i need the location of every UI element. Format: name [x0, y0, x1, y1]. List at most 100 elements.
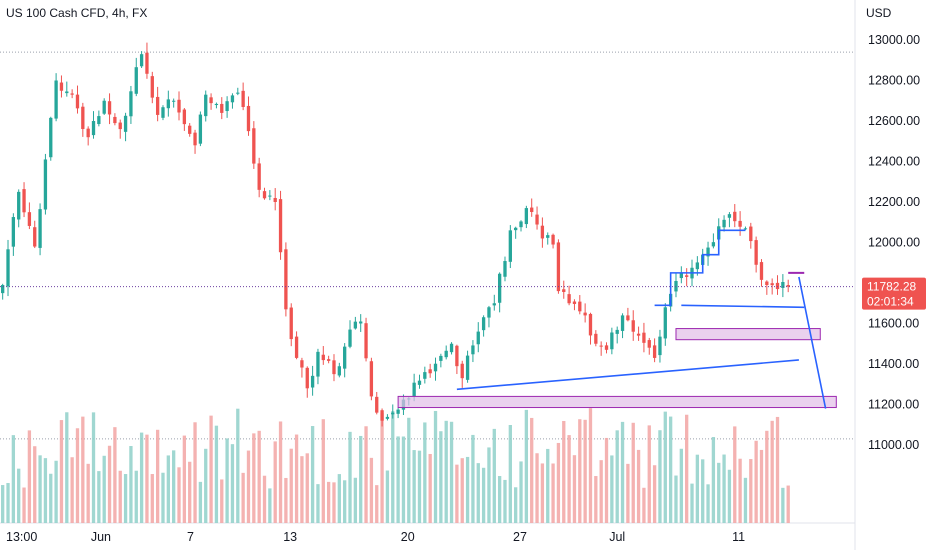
neckline[interactable]	[681, 304, 805, 309]
candle-body[interactable]	[268, 195, 272, 197]
candle-body[interactable]	[610, 332, 614, 350]
candle-body[interactable]	[332, 360, 336, 375]
candle-body[interactable]	[262, 191, 267, 199]
candle-body[interactable]	[652, 345, 657, 358]
candle-body[interactable]	[337, 366, 341, 376]
candle-body[interactable]	[770, 283, 774, 286]
candle-body[interactable]	[166, 99, 170, 109]
candle-body[interactable]	[540, 225, 545, 239]
candle-body[interactable]	[321, 354, 325, 361]
step-line[interactable]	[654, 229, 746, 307]
candle-body[interactable]	[743, 228, 748, 230]
candle-body[interactable]	[663, 307, 667, 339]
candle-body[interactable]	[294, 336, 299, 358]
candle-body[interactable]	[578, 301, 582, 312]
candle-body[interactable]	[139, 54, 144, 67]
candle-body[interactable]	[749, 226, 753, 242]
candle-body[interactable]	[33, 227, 37, 247]
candle-body[interactable]	[658, 336, 662, 356]
candle-body[interactable]	[679, 273, 683, 279]
candle-body[interactable]	[615, 329, 619, 334]
candle-body[interactable]	[754, 240, 758, 265]
candle-body[interactable]	[546, 235, 550, 238]
candle-body[interactable]	[310, 375, 315, 388]
candle-body[interactable]	[17, 191, 21, 220]
candle-body[interactable]	[150, 76, 154, 98]
candle-body[interactable]	[636, 333, 641, 336]
candle-body[interactable]	[455, 345, 459, 367]
candle-body[interactable]	[685, 275, 689, 277]
candle-body[interactable]	[594, 333, 598, 344]
candle-body[interactable]	[326, 359, 331, 361]
candle-body[interactable]	[556, 242, 561, 292]
candle-body[interactable]	[588, 313, 593, 336]
candle-body[interactable]	[246, 105, 251, 132]
candle-body[interactable]	[129, 91, 133, 117]
candle-body[interactable]	[711, 242, 716, 247]
candle-body[interactable]	[1, 285, 5, 294]
candle-body[interactable]	[428, 369, 432, 374]
candle-body[interactable]	[444, 350, 448, 358]
candle-body[interactable]	[524, 208, 529, 225]
candle-body[interactable]	[369, 361, 374, 397]
candle-body[interactable]	[514, 227, 518, 231]
candle-body[interactable]	[465, 355, 470, 380]
candle-body[interactable]	[284, 249, 288, 310]
candle-body[interactable]	[177, 99, 181, 113]
candle-body[interactable]	[134, 67, 138, 94]
candle-body[interactable]	[27, 212, 32, 226]
trend-line[interactable]	[456, 359, 799, 391]
candle-body[interactable]	[54, 80, 58, 119]
candle-body[interactable]	[775, 282, 780, 290]
candle-body[interactable]	[359, 321, 363, 324]
candle-body[interactable]	[412, 382, 416, 397]
candle-body[interactable]	[257, 163, 261, 190]
candle-body[interactable]	[583, 312, 587, 316]
candle-body[interactable]	[123, 115, 128, 132]
candle-body[interactable]	[118, 122, 122, 130]
support-zone[interactable]	[675, 328, 821, 341]
candle-body[interactable]	[11, 217, 16, 247]
candle-body[interactable]	[535, 214, 539, 225]
candle-body[interactable]	[38, 209, 42, 248]
candle-body[interactable]	[182, 109, 187, 125]
candle-body[interactable]	[214, 103, 219, 106]
candle-body[interactable]	[733, 211, 737, 222]
plot-area[interactable]	[0, 0, 855, 550]
candle-body[interactable]	[487, 307, 491, 318]
candle-body[interactable]	[252, 128, 256, 164]
candle-body[interactable]	[599, 345, 603, 347]
candle-body[interactable]	[476, 331, 480, 345]
candle-body[interactable]	[706, 247, 710, 257]
candle-body[interactable]	[241, 90, 245, 107]
candle-body[interactable]	[102, 100, 106, 114]
candle-body[interactable]	[155, 96, 160, 115]
candle-body[interactable]	[220, 103, 224, 113]
candle-body[interactable]	[353, 321, 358, 329]
candle-body[interactable]	[113, 116, 117, 124]
candle-body[interactable]	[786, 285, 790, 287]
projection-line[interactable]	[798, 276, 827, 409]
candle-body[interactable]	[727, 214, 732, 218]
candle-body[interactable]	[97, 116, 101, 125]
candle-body[interactable]	[49, 117, 53, 158]
candle-body[interactable]	[236, 92, 240, 94]
candle-body[interactable]	[567, 294, 571, 304]
candle-body[interactable]	[230, 95, 235, 103]
candle-body[interactable]	[188, 125, 192, 134]
candle-body[interactable]	[380, 410, 384, 421]
candle-body[interactable]	[492, 303, 496, 306]
candle-body[interactable]	[626, 315, 630, 321]
candle-body[interactable]	[278, 199, 283, 253]
candle-body[interactable]	[385, 416, 390, 419]
candle-body[interactable]	[300, 360, 304, 368]
candle-body[interactable]	[396, 409, 400, 414]
candle-body[interactable]	[225, 101, 229, 112]
candle-body[interactable]	[572, 301, 577, 304]
candle-body[interactable]	[22, 189, 26, 213]
candle-body[interactable]	[460, 363, 464, 379]
support-zone[interactable]	[397, 395, 837, 409]
candle-body[interactable]	[343, 346, 347, 369]
